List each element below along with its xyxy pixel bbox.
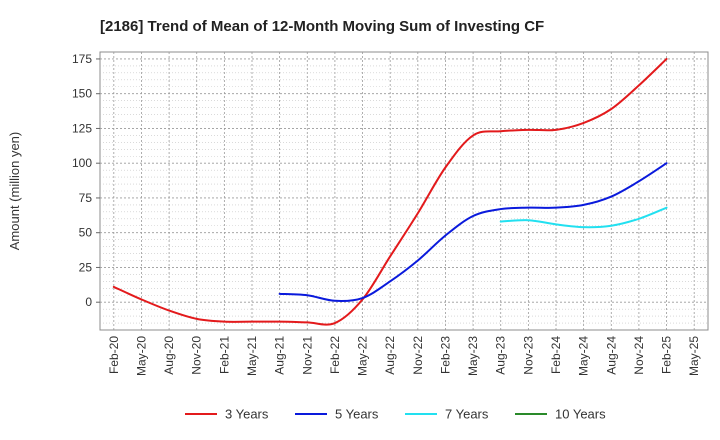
x-tick-label: May-22	[356, 336, 370, 376]
y-tick-label: 0	[85, 295, 92, 309]
legend-label-10-years: 10 Years	[555, 407, 606, 422]
axis-layer: Feb-20 May-20 Aug-20 Nov-20 Feb-21 May-21 Aug-…	[72, 52, 701, 376]
x-tick-label: Feb-25	[660, 336, 674, 374]
x-tick-label: Feb-21	[217, 336, 231, 374]
legend: 3 Years 5 Years 7 Years 10 Years	[185, 407, 606, 422]
x-tick-label: Aug-21	[273, 336, 287, 375]
x-tick-label: May-23	[466, 336, 480, 376]
grid-layer	[99, 51, 709, 331]
x-tick-label: Feb-20	[107, 336, 121, 374]
x-tick-label: Feb-23	[438, 336, 452, 374]
legend-label-7-years: 7 Years	[445, 407, 489, 422]
series-line-5-years	[278, 162, 668, 303]
x-tick-label: Nov-24	[632, 336, 646, 375]
x-tick-label: Aug-23	[494, 336, 508, 375]
legend-label-5-years: 5 Years	[335, 407, 379, 422]
x-tick-label: Aug-20	[162, 336, 176, 375]
x-tick-label: Nov-20	[190, 336, 204, 375]
y-axis-title: Amount (million yen)	[7, 132, 22, 251]
x-tick-label: May-20	[134, 336, 148, 376]
series-line-7-years	[499, 206, 668, 229]
x-tick-label: May-21	[245, 336, 259, 376]
x-tick-label: Feb-22	[328, 336, 342, 374]
series-layer	[112, 57, 668, 326]
y-tick-label: 175	[72, 52, 92, 66]
y-tick-label: 75	[79, 191, 93, 205]
x-tick-label: Nov-23	[521, 336, 535, 375]
x-tick-label: Nov-21	[300, 336, 314, 375]
y-tick-label: 125	[72, 121, 92, 135]
x-tick-label: Nov-22	[411, 336, 425, 375]
legend-label-3-years: 3 Years	[225, 407, 269, 422]
y-tick-label: 25	[79, 260, 93, 274]
x-tick-label: Feb-24	[549, 336, 563, 374]
y-tick-label: 150	[72, 87, 92, 101]
x-tick-label: May-25	[687, 336, 701, 376]
series-line-3-years	[112, 57, 668, 326]
x-tick-label: May-24	[577, 336, 591, 376]
chart-title: [2186] Trend of Mean of 12-Month Moving …	[100, 18, 544, 35]
x-tick-label: Aug-22	[383, 336, 397, 375]
x-tick-label: Aug-24	[604, 336, 618, 375]
y-tick-label: 50	[79, 226, 93, 240]
y-tick-label: 100	[72, 156, 92, 170]
